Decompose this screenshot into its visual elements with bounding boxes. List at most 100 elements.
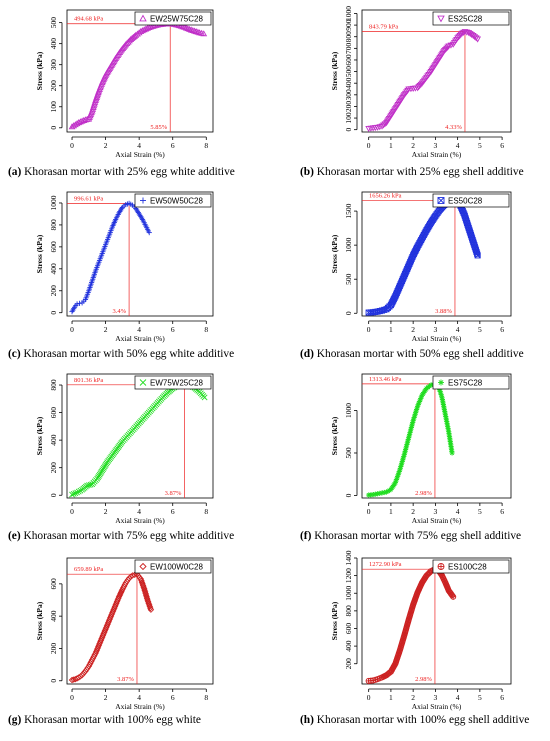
peak-stress-label: 801.36 kPa xyxy=(74,377,103,384)
y-tick-label: 300 xyxy=(49,59,58,71)
legend: EW75W25C28 xyxy=(134,375,212,390)
data-point xyxy=(145,599,152,607)
x-tick-label: 0 xyxy=(70,507,74,516)
data-point xyxy=(460,29,467,36)
legend-label: EW100W0C28 xyxy=(150,563,203,572)
caption-label: (f) xyxy=(300,530,312,542)
y-tick-label: 1000 xyxy=(49,195,58,210)
plot-frame xyxy=(66,9,214,133)
data-point xyxy=(189,26,197,34)
plot-frame xyxy=(361,191,512,317)
x-tick-label: 8 xyxy=(204,693,208,702)
y-tick-label: 700 xyxy=(344,42,353,54)
data-point xyxy=(139,582,147,589)
data-point xyxy=(141,588,149,596)
y-tick-label: 400 xyxy=(344,77,353,89)
x-tick-label: 0 xyxy=(367,325,371,334)
x-tick-label: 6 xyxy=(171,507,175,516)
y-axis-label: Stress (kPa) xyxy=(35,51,44,90)
data-points xyxy=(69,200,152,315)
data-point xyxy=(138,577,145,584)
chart-panel-h: 0 1 2 3 4 5 6 Axial Strain (%) 200 400 600 800 1000 1… xyxy=(330,550,512,711)
data-point xyxy=(70,490,77,497)
y-tick-label: 1200 xyxy=(344,568,353,583)
data-point xyxy=(76,300,83,306)
data-points xyxy=(365,197,481,316)
x-axis-label: Axial Strain (%) xyxy=(412,334,462,343)
data-point xyxy=(472,35,480,42)
data-point xyxy=(125,574,133,582)
data-point xyxy=(147,604,154,612)
data-points xyxy=(68,20,208,130)
caption-text: Khorasan mortar with 75% egg shell addit… xyxy=(311,530,522,542)
x-tick-label: 4 xyxy=(137,141,141,150)
y-tick-label: 500 xyxy=(344,447,353,459)
data-point xyxy=(147,606,155,613)
y-tick-label: 600 xyxy=(344,54,353,66)
legend-label: ES100C28 xyxy=(448,563,487,572)
x-tick-label: 6 xyxy=(500,325,504,334)
y-tick-label: 400 xyxy=(49,434,58,446)
legend: EW100W0C28 xyxy=(134,559,212,574)
data-point xyxy=(200,30,208,37)
caption-c: (c) Khorasan mortar with 50% egg white a… xyxy=(8,348,234,361)
y-tick-label: 200 xyxy=(344,658,353,670)
y-tick-label: 1000 xyxy=(344,403,353,418)
data-point xyxy=(474,252,481,259)
legend-box xyxy=(432,559,510,574)
y-tick-label: 0 xyxy=(344,493,353,497)
chart-panel-a: 0 2 4 6 8 Axial Strain (%) 0 100 200 300 400 500 Str… xyxy=(35,9,214,159)
y-tick-label: 100 xyxy=(344,112,353,124)
y-tick-label: 0 xyxy=(49,679,58,683)
legend-box xyxy=(134,375,212,390)
caption-label: (d) xyxy=(300,348,314,360)
y-tick-label: 0 xyxy=(344,311,353,315)
y-tick-label: 600 xyxy=(49,407,58,419)
plot-frame xyxy=(361,9,512,133)
peak-strain-label: 2.98% xyxy=(415,676,432,683)
plot-frame xyxy=(66,191,214,317)
caption-text: Khorasan mortar with 25% egg shell addit… xyxy=(313,166,524,178)
caption-text: Khorasan mortar with 25% egg white addit… xyxy=(21,166,235,178)
data-point xyxy=(450,593,457,600)
peak-stress-label: 1656.26 kPa xyxy=(369,192,402,199)
y-tick-label: 100 xyxy=(49,101,58,113)
caption-label: (h) xyxy=(300,714,314,726)
peak-stress-label: 1313.46 kPa xyxy=(369,376,402,383)
legend-box xyxy=(134,11,212,26)
data-point xyxy=(191,27,198,34)
y-tick-label: 200 xyxy=(49,285,58,297)
y-tick-label: 400 xyxy=(49,610,58,622)
y-tick-label: 900 xyxy=(344,19,353,31)
chart-panel-g: 0 2 4 6 8 Axial Strain (%) 0 200 400 600 Stress (k… xyxy=(35,557,214,711)
data-point xyxy=(142,590,149,597)
data-point xyxy=(194,28,202,35)
x-tick-label: 6 xyxy=(171,693,175,702)
x-axis-label: Axial Strain (%) xyxy=(412,702,462,711)
x-tick-label: 2 xyxy=(411,693,415,702)
y-tick-label: 1000 xyxy=(344,237,353,252)
data-point xyxy=(449,450,455,456)
x-tick-label: 1 xyxy=(389,141,393,150)
x-tick-label: 1 xyxy=(389,693,393,702)
x-tick-label: 2 xyxy=(411,325,415,334)
x-tick-label: 8 xyxy=(204,507,208,516)
peak-stress-label: 659.89 kPa xyxy=(74,566,103,573)
y-tick-label: 0 xyxy=(344,128,353,132)
y-tick-label: 500 xyxy=(49,17,58,29)
data-points xyxy=(366,381,455,498)
x-tick-label: 1 xyxy=(389,507,393,516)
legend-label: ES50C28 xyxy=(448,197,483,206)
legend: ES50C28 xyxy=(432,193,510,208)
y-tick-label: 500 xyxy=(344,273,353,285)
y-tick-label: 1400 xyxy=(344,550,353,565)
legend-box xyxy=(432,11,510,26)
y-tick-label: 200 xyxy=(49,643,58,655)
legend-marker xyxy=(437,15,445,23)
legend: EW50W50C28 xyxy=(134,193,212,208)
x-tick-label: 0 xyxy=(70,693,74,702)
legend-box xyxy=(134,193,212,208)
x-axis-label: Axial Strain (%) xyxy=(115,702,165,711)
x-axis-label: Axial Strain (%) xyxy=(412,516,462,525)
peak-strain-label: 3.4% xyxy=(113,308,127,315)
